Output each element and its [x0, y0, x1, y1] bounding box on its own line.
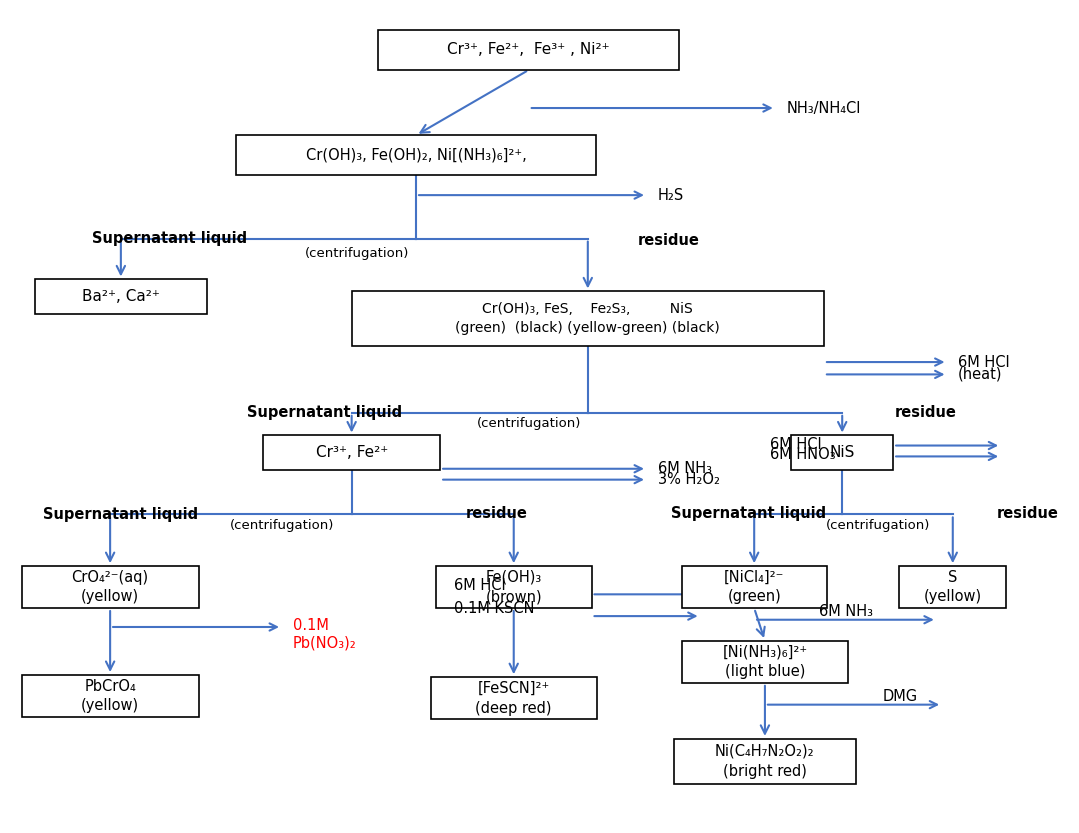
FancyBboxPatch shape — [899, 566, 1007, 608]
Text: (centrifugation): (centrifugation) — [477, 417, 581, 431]
Text: 6M HCl: 6M HCl — [958, 355, 1010, 370]
Text: residue: residue — [894, 405, 957, 420]
FancyBboxPatch shape — [682, 641, 848, 683]
FancyBboxPatch shape — [22, 566, 199, 608]
FancyBboxPatch shape — [436, 566, 591, 608]
Text: H₂S: H₂S — [657, 187, 684, 202]
Text: Cr³⁺, Fe²⁺,  Fe³⁺ , Ni²⁺: Cr³⁺, Fe²⁺, Fe³⁺ , Ni²⁺ — [448, 42, 610, 57]
FancyBboxPatch shape — [236, 135, 596, 175]
Text: Supernatant liquid: Supernatant liquid — [247, 406, 402, 421]
Text: residue: residue — [466, 506, 528, 521]
FancyBboxPatch shape — [263, 436, 440, 470]
Text: PbCrO₄
(yellow): PbCrO₄ (yellow) — [81, 679, 139, 713]
Text: Cr(OH)₃, FeS,    Fe₂S₃,         NiS
(green)  (black) (yellow-green) (black): Cr(OH)₃, FeS, Fe₂S₃, NiS (green) (black)… — [455, 302, 720, 335]
Text: NH₃/NH₄Cl: NH₃/NH₄Cl — [787, 101, 861, 116]
Text: Ba²⁺, Ca²⁺: Ba²⁺, Ca²⁺ — [82, 289, 160, 304]
Text: (heat): (heat) — [958, 367, 1002, 382]
Text: Supernatant liquid: Supernatant liquid — [92, 232, 247, 247]
FancyBboxPatch shape — [431, 677, 597, 719]
Text: Supernatant liquid: Supernatant liquid — [671, 506, 827, 521]
Text: Fe(OH)₃
(brown): Fe(OH)₃ (brown) — [486, 570, 542, 605]
FancyBboxPatch shape — [682, 566, 827, 608]
FancyBboxPatch shape — [791, 436, 893, 470]
Text: 6M HCl: 6M HCl — [453, 578, 505, 593]
Text: [FeSCN]²⁺
(deep red): [FeSCN]²⁺ (deep red) — [476, 681, 552, 716]
FancyBboxPatch shape — [35, 279, 207, 314]
FancyBboxPatch shape — [673, 739, 856, 784]
Text: 3% H₂O₂: 3% H₂O₂ — [657, 472, 720, 487]
Text: residue: residue — [638, 232, 699, 247]
Text: 6M HNO₃: 6M HNO₃ — [770, 447, 836, 462]
Text: 6M HCl: 6M HCl — [770, 436, 822, 451]
Text: (centrifugation): (centrifugation) — [825, 519, 930, 532]
FancyBboxPatch shape — [22, 675, 199, 717]
Text: Ni(C₄H₇N₂O₂)₂
(bright red): Ni(C₄H₇N₂O₂)₂ (bright red) — [715, 744, 815, 779]
Text: 6M NH₃: 6M NH₃ — [819, 604, 873, 619]
Text: DMG: DMG — [883, 689, 918, 704]
Text: (centrifugation): (centrifugation) — [305, 247, 409, 260]
Text: S
(yellow): S (yellow) — [924, 570, 982, 605]
Text: 0.1M KSCN: 0.1M KSCN — [453, 601, 534, 616]
Text: [NiCl₄]²⁻
(green): [NiCl₄]²⁻ (green) — [724, 570, 784, 605]
Text: 0.1M
Pb(NO₃)₂: 0.1M Pb(NO₃)₂ — [292, 618, 356, 651]
Text: CrO₄²⁻(aq)
(yellow): CrO₄²⁻(aq) (yellow) — [71, 570, 149, 605]
FancyBboxPatch shape — [379, 30, 679, 70]
Text: 6M NH₃: 6M NH₃ — [657, 461, 711, 476]
Text: Cr³⁺, Fe²⁺: Cr³⁺, Fe²⁺ — [315, 446, 387, 461]
Text: residue: residue — [997, 506, 1058, 521]
Text: Supernatant liquid: Supernatant liquid — [43, 507, 199, 522]
Text: NiS: NiS — [830, 446, 855, 461]
Text: [Ni(NH₃)₆]²⁺
(light blue): [Ni(NH₃)₆]²⁺ (light blue) — [722, 645, 807, 679]
Text: (centrifugation): (centrifugation) — [230, 519, 334, 532]
Text: Cr(OH)₃, Fe(OH)₂, Ni[(NH₃)₆]²⁺,: Cr(OH)₃, Fe(OH)₂, Ni[(NH₃)₆]²⁺, — [305, 147, 527, 162]
FancyBboxPatch shape — [352, 292, 824, 346]
